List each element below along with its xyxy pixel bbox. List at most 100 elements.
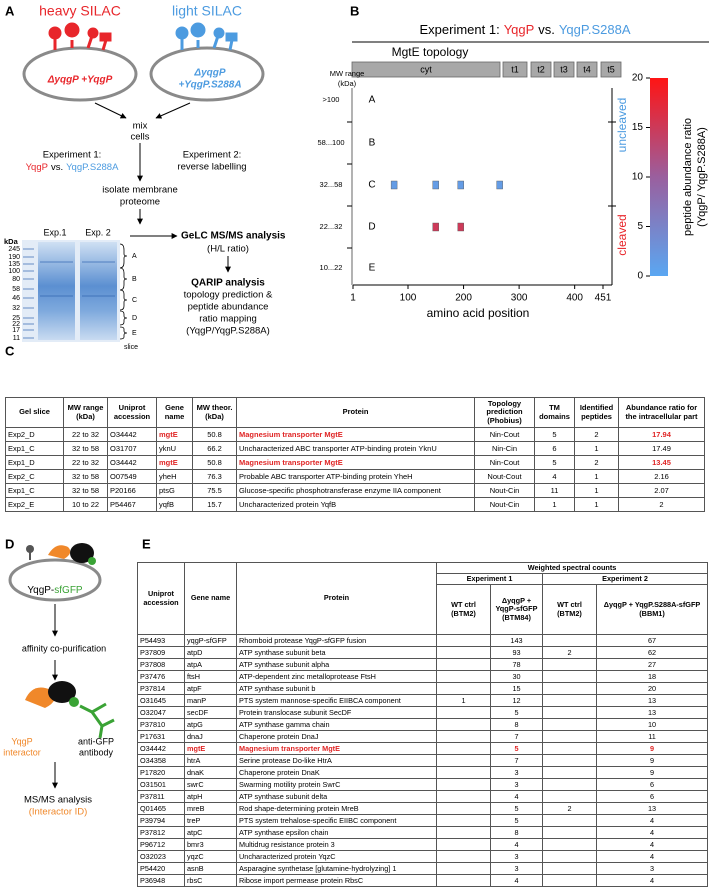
table-cell: 22 to 32 (63, 455, 108, 470)
table-cell: 10 to 22 (63, 497, 108, 512)
table-cell: 32 to 58 (63, 483, 108, 498)
ladder-label: 100 (8, 268, 20, 275)
table: Uniprot accession Gene name Protein Weighte… (137, 562, 709, 887)
table-row: Exp1_D 22 to 32 O34442 mgtE 50.8 Magnesium tr… (5, 455, 705, 470)
table-cell: 4 (490, 838, 543, 851)
table-cell (436, 682, 491, 695)
ladder-label: 11 (13, 335, 20, 342)
topology-box (600, 61, 622, 78)
table-cell (436, 862, 491, 875)
table-cell: Exp2_E (5, 497, 64, 512)
text-span: YqgP (504, 22, 535, 37)
table-cell: Nout-Cout (474, 469, 535, 484)
table-cell: 20 (595, 682, 709, 695)
panel-label: B (350, 3, 359, 18)
table-cell (436, 850, 491, 863)
colorbar-tick-label: 10 (632, 172, 644, 183)
row-range: 32...58 (320, 180, 343, 189)
table-cell: yqzC (184, 850, 237, 863)
table-cell: atpG (184, 718, 237, 731)
table-cell: Serine protease Do-like HtrA (236, 754, 437, 767)
table-cell: atpH (184, 790, 237, 803)
table-cell: 2 (542, 646, 597, 659)
table-cell: htrA (184, 754, 237, 767)
header-cell: Protein (236, 397, 475, 428)
table-cell: mgtE (184, 742, 237, 755)
table-row: P37812 atpC ATP synthase epsilon chain 8 4 (137, 826, 709, 839)
unit-label: kDa (4, 237, 19, 246)
table-cell: Magnesium transporter MgtE (236, 455, 475, 470)
header-cell: WT ctrl (BTM2) (542, 584, 597, 635)
text-span: YqgP.S288A (66, 162, 119, 173)
table-cell: 6 (595, 790, 709, 803)
colorbar-title: (YqgP/ YqgP.S288A) (696, 127, 708, 227)
table-cell (542, 850, 597, 863)
table-row: Exp2_C 32 to 58 O07549 yheH 76.3 Probable ABC… (5, 469, 705, 484)
table-body: P54493 yqgP-sfGFP Rhomboid protease YqgP-s… (137, 634, 709, 887)
table-cell: ptsG (156, 483, 193, 498)
table-cell: 32 to 58 (63, 441, 108, 456)
table-cell (436, 778, 491, 791)
table-cell: Exp1_C (5, 441, 64, 456)
table-cell: Chaperone protein DnaJ (236, 730, 437, 743)
table-cell (542, 826, 597, 839)
y-title: MW range (330, 69, 365, 78)
table-header-row: Uniprot accession Gene name Protein Weighte… (137, 562, 709, 635)
table-cell: 3 (490, 862, 543, 875)
table-cell: bmr3 (184, 838, 237, 851)
table-cell (542, 778, 597, 791)
y-title: (kDa) (338, 79, 357, 88)
table-row: O34358 htrA Serine protease Do-like HtrA 7 9 (137, 754, 709, 767)
table-cell (542, 634, 597, 647)
label: antibody (79, 747, 114, 757)
table-cell (542, 874, 597, 887)
table-cell: Probable ABC transporter ATP-binding pro… (236, 469, 475, 484)
table-cell (436, 838, 491, 851)
slice-label: slice (124, 344, 138, 351)
table-row: P17631 dnaJ Chaperone protein DnaJ 7 11 (137, 730, 709, 743)
ladder-label: 190 (8, 254, 20, 261)
table-cell: 66.2 (192, 441, 237, 456)
table-cell: yheH (156, 469, 193, 484)
table-cell: 13.45 (618, 455, 705, 470)
strain: ΔyqgP (193, 68, 225, 79)
table-cell: 4 (595, 874, 709, 887)
method: QARIP analysis (191, 278, 265, 289)
table-cell (436, 646, 491, 659)
table-cell: 2 (618, 497, 705, 512)
table-row: O34442 mgtE Magnesium transporter MgtE 5 9 (137, 742, 709, 755)
table-cell: mgtE (156, 455, 193, 470)
ladder-label: 46 (12, 295, 20, 302)
topology-label: t1 (511, 64, 519, 74)
table-cell: 3 (490, 778, 543, 791)
table-cell: P37814 (137, 682, 185, 695)
panel-label: D (5, 536, 14, 551)
uncleaved-label: uncleaved (615, 98, 629, 153)
label: Experiment 2: (183, 150, 242, 161)
table-cell: secDF (184, 706, 237, 719)
label: (Interactor ID) (29, 807, 88, 818)
table-cell: PTS system mannose-specific EIIBCA compo… (236, 694, 437, 707)
label: peptide abundance (188, 302, 269, 313)
table-cell (436, 730, 491, 743)
table-cell: PTS system trehalose-specific EIIBC comp… (236, 814, 437, 827)
header-cell: Gene name (156, 397, 193, 428)
table-cell: ATP synthase subunit delta (236, 790, 437, 803)
table-cell: P17631 (137, 730, 185, 743)
table-cell: Magnesium transporter MgtE (236, 742, 437, 755)
colorbar (650, 78, 668, 276)
header-cell: Gene name (184, 562, 237, 635)
table-cell: 2.16 (618, 469, 705, 484)
ladder-label: 58 (12, 286, 20, 293)
slice-letter: E (132, 330, 137, 337)
table-cell: 5 (490, 814, 543, 827)
table-cell: atpD (184, 646, 237, 659)
row-range: 10...22 (320, 263, 343, 272)
table-cell: mgtE (156, 427, 193, 442)
label: affinity co-purification (22, 643, 106, 653)
table-cell: 4 (534, 469, 575, 484)
table-cell: 9 (595, 754, 709, 767)
table-cell: P37811 (137, 790, 185, 803)
row-range: 58...100 (317, 138, 344, 147)
header-cell: Weighted spectral counts (435, 562, 709, 574)
